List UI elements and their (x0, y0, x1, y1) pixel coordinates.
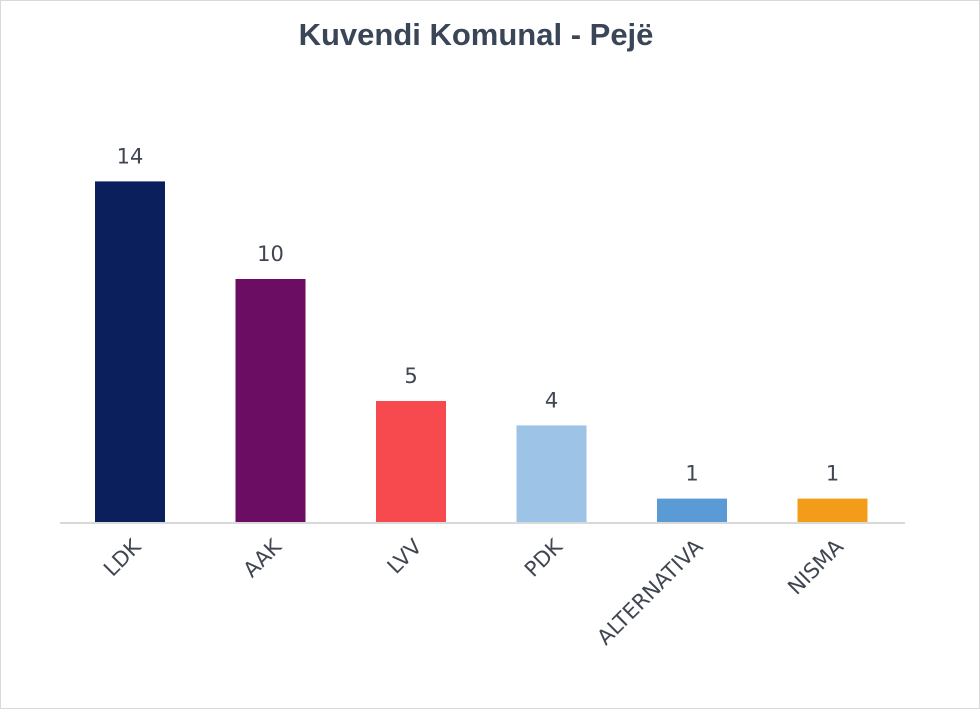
value-label-nisma: 1 (826, 462, 839, 486)
bar-alternativa (657, 498, 727, 523)
value-label-ldk: 14 (117, 144, 144, 168)
bar-pdk (516, 425, 587, 523)
bars-group (95, 181, 868, 523)
category-labels: LDK AAK LVV PDK ALTERNATIVA NISMA (99, 534, 848, 650)
value-label-aak: 10 (257, 242, 284, 266)
category-label-aak: AAK (239, 534, 287, 582)
chart-title: Kuvendi Komunal - Pejë (299, 17, 654, 52)
value-label-pdk: 4 (545, 388, 558, 412)
category-label-ldk: LDK (99, 534, 146, 581)
category-label-pdk: PDK (520, 534, 568, 582)
bar-lvv (376, 401, 446, 523)
value-labels: 14 10 5 4 1 1 (117, 144, 840, 485)
bar-aak (235, 279, 306, 523)
bar-ldk (95, 181, 165, 523)
category-label-nisma: NISMA (783, 534, 848, 599)
bar-nisma (797, 498, 868, 523)
category-label-alternativa: ALTERNATIVA (592, 534, 708, 650)
value-label-alternativa: 1 (685, 462, 698, 486)
value-label-lvv: 5 (404, 364, 417, 388)
category-label-lvv: LVV (383, 534, 427, 578)
